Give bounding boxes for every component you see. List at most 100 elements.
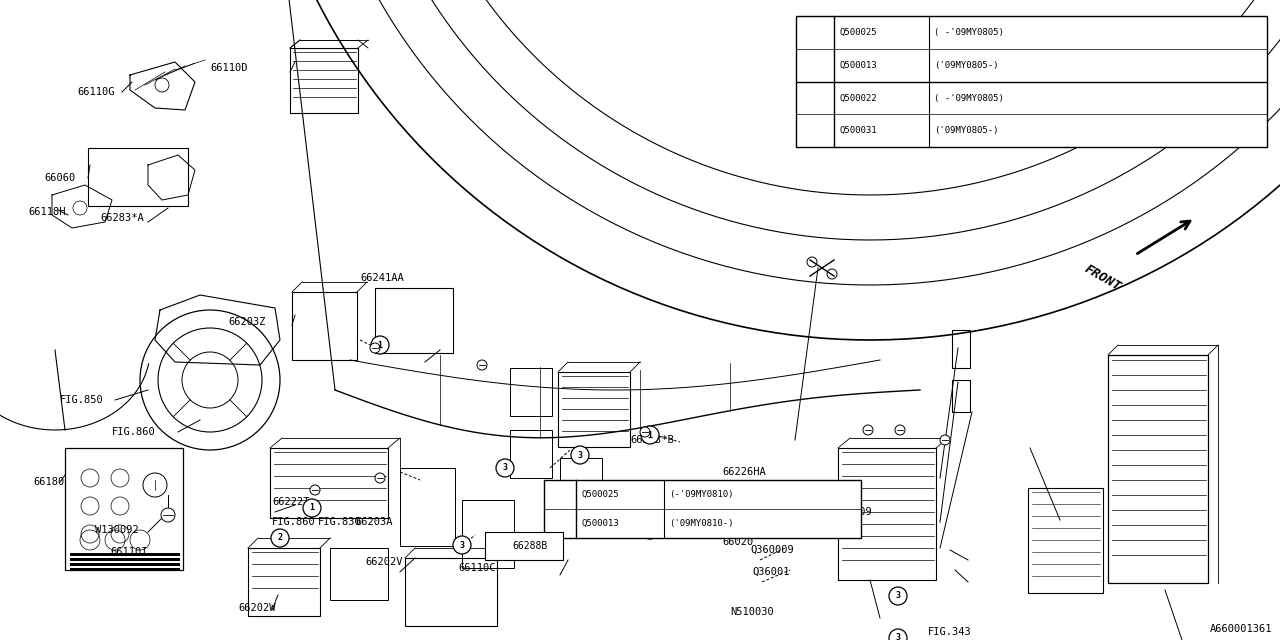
Text: 66060: 66060 xyxy=(44,173,76,183)
Circle shape xyxy=(643,523,653,533)
Text: 66241AA: 66241AA xyxy=(360,273,403,283)
Text: (-'09MY0810): (-'09MY0810) xyxy=(669,490,733,499)
Circle shape xyxy=(370,343,380,353)
Bar xyxy=(70,568,180,571)
Text: 2: 2 xyxy=(278,534,283,543)
Text: 3: 3 xyxy=(558,504,562,513)
Text: ( -'09MY0805): ( -'09MY0805) xyxy=(934,28,1004,37)
Bar xyxy=(88,148,188,206)
Text: 66110G: 66110G xyxy=(77,87,114,97)
Text: FIG.860: FIG.860 xyxy=(273,517,316,527)
Bar xyxy=(509,368,552,416)
Bar xyxy=(70,558,180,561)
Text: W130092: W130092 xyxy=(95,525,138,535)
Bar xyxy=(558,372,630,447)
Text: 66283*B: 66283*B xyxy=(630,435,673,445)
Text: Q36001: Q36001 xyxy=(753,567,790,577)
Text: 1: 1 xyxy=(310,504,315,513)
Text: 2: 2 xyxy=(813,110,818,119)
Text: 3: 3 xyxy=(503,463,507,472)
Bar xyxy=(796,16,1267,147)
Circle shape xyxy=(940,435,950,445)
Circle shape xyxy=(477,360,486,370)
Text: Q360009: Q360009 xyxy=(828,507,872,517)
Text: Q500031: Q500031 xyxy=(840,126,877,135)
Text: 66020: 66020 xyxy=(722,537,753,547)
Text: FIG.343: FIG.343 xyxy=(928,627,972,637)
Text: N510030: N510030 xyxy=(730,607,773,617)
Circle shape xyxy=(453,536,471,554)
Bar xyxy=(248,548,320,616)
Bar xyxy=(1108,355,1208,583)
Text: ('09MY0805-): ('09MY0805-) xyxy=(934,61,998,70)
Text: 1: 1 xyxy=(813,44,818,53)
Text: Q500013: Q500013 xyxy=(581,518,618,528)
Text: 1: 1 xyxy=(648,525,653,534)
Text: 1: 1 xyxy=(378,340,383,349)
Bar xyxy=(65,448,183,570)
Text: Q500013: Q500013 xyxy=(840,61,877,70)
Text: A660001361: A660001361 xyxy=(1210,624,1272,634)
Bar xyxy=(399,468,454,546)
Text: Q500025: Q500025 xyxy=(581,490,618,499)
Text: 66283*A: 66283*A xyxy=(100,213,143,223)
Circle shape xyxy=(550,499,570,519)
Text: 66226HB: 66226HB xyxy=(722,507,765,517)
Text: 3: 3 xyxy=(896,591,901,600)
Bar xyxy=(462,500,515,568)
Text: 1: 1 xyxy=(648,431,653,440)
Text: ( -'09MY0805): ( -'09MY0805) xyxy=(934,93,1004,102)
Bar xyxy=(70,553,180,556)
Bar xyxy=(270,448,388,518)
Circle shape xyxy=(890,629,908,640)
Text: FIG.860: FIG.860 xyxy=(113,427,156,437)
Bar xyxy=(292,292,357,360)
Circle shape xyxy=(641,426,659,444)
Text: 66110D: 66110D xyxy=(210,63,247,73)
Text: 66110C: 66110C xyxy=(458,563,495,573)
Bar xyxy=(509,430,552,478)
Text: 3: 3 xyxy=(896,634,901,640)
Bar xyxy=(561,458,602,506)
Circle shape xyxy=(271,529,289,547)
Text: 3: 3 xyxy=(460,541,465,550)
Text: Q360009: Q360009 xyxy=(750,545,794,555)
Circle shape xyxy=(571,446,589,464)
Text: FIG.850: FIG.850 xyxy=(60,395,104,405)
Text: 66202W: 66202W xyxy=(238,603,275,613)
Circle shape xyxy=(890,587,908,605)
Bar xyxy=(404,558,497,626)
Bar xyxy=(330,548,388,600)
Text: 66203Z: 66203Z xyxy=(228,317,265,327)
Bar xyxy=(838,448,936,580)
Circle shape xyxy=(489,537,507,555)
Circle shape xyxy=(641,521,659,539)
Circle shape xyxy=(640,427,650,437)
Circle shape xyxy=(805,104,826,124)
Text: FRONT: FRONT xyxy=(1082,262,1123,294)
Text: 66226HA: 66226HA xyxy=(722,467,765,477)
Text: 3: 3 xyxy=(495,541,500,550)
Circle shape xyxy=(863,425,873,435)
Bar xyxy=(952,380,970,412)
Text: 66118H: 66118H xyxy=(28,207,65,217)
Text: 66288B: 66288B xyxy=(512,541,548,551)
Text: 66110I: 66110I xyxy=(110,547,147,557)
Bar xyxy=(952,330,970,368)
Text: 66202V: 66202V xyxy=(365,557,402,567)
Text: 66180: 66180 xyxy=(33,477,64,487)
Circle shape xyxy=(805,39,826,59)
Text: ('09MY0805-): ('09MY0805-) xyxy=(934,126,998,135)
Bar xyxy=(291,48,358,113)
Circle shape xyxy=(310,485,320,495)
Bar xyxy=(485,532,563,560)
Text: FIG.830: FIG.830 xyxy=(317,517,362,527)
Text: Q500022: Q500022 xyxy=(840,93,877,102)
Circle shape xyxy=(895,425,905,435)
Text: Q500025: Q500025 xyxy=(840,28,877,37)
Circle shape xyxy=(371,336,389,354)
Circle shape xyxy=(161,508,175,522)
Bar xyxy=(375,288,453,353)
Circle shape xyxy=(303,499,321,517)
Bar xyxy=(544,480,861,538)
